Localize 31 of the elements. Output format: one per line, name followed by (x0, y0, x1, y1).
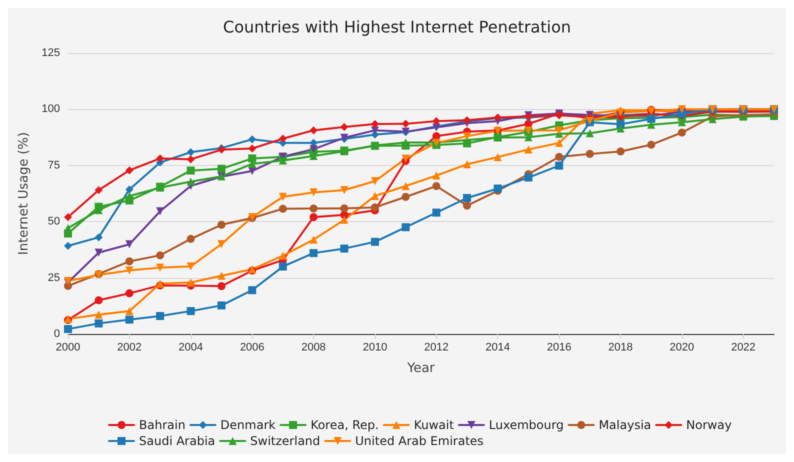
x-tick-label: 2012 (424, 342, 449, 354)
legend-label: Switzerland (250, 434, 320, 448)
x-tick-label: 2004 (178, 342, 204, 354)
chart-title: Countries with Highest Internet Penetration (223, 18, 571, 36)
x-axis-title: Year (406, 361, 436, 376)
legend-label: Bahrain (139, 418, 186, 432)
legend-label: Saudi Arabia (139, 434, 216, 448)
x-tick-label: 2014 (485, 342, 510, 354)
legend-label: United Arab Emirates (355, 434, 484, 448)
legend-label: Kuwait (414, 418, 454, 432)
x-tick-label: 2002 (117, 342, 142, 354)
y-tick-label: 50 (48, 216, 60, 228)
x-tick-label: 2020 (670, 342, 694, 354)
y-tick-label: 25 (48, 272, 60, 284)
x-tick-label: 2018 (608, 342, 633, 354)
x-tick-label: 2008 (301, 342, 326, 354)
x-tick-label: 2010 (362, 342, 388, 354)
y-tick-label: 100 (42, 103, 60, 116)
legend-label: Luxembourg (488, 418, 564, 432)
x-tick-label: 2000 (56, 342, 80, 354)
legend-label: Korea, Rep. (310, 418, 379, 432)
legend-label: Denmark (220, 418, 276, 432)
x-tick-label: 2022 (731, 342, 756, 354)
y-axis-title: Internet Usage (%) (16, 132, 32, 255)
legend-label: Malaysia (598, 418, 652, 432)
y-tick-label: 125 (42, 47, 60, 59)
y-tick-label: 0 (54, 328, 60, 340)
x-tick-label: 2016 (546, 342, 572, 354)
y-tick-label: 75 (48, 159, 60, 172)
legend-label: Norway (686, 418, 732, 432)
x-tick-label: 2006 (240, 342, 264, 354)
